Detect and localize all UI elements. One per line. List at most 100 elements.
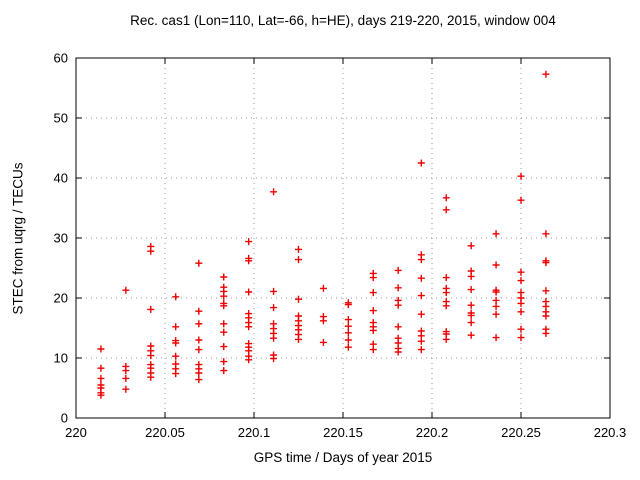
data-point-plus bbox=[270, 334, 278, 342]
data-point-plus bbox=[220, 292, 228, 300]
data-point-plus bbox=[319, 284, 327, 292]
x-tick-label: 220.2 bbox=[416, 425, 449, 440]
x-tick-label: 220.15 bbox=[323, 425, 363, 440]
data-point-plus bbox=[517, 277, 525, 285]
data-point-plus bbox=[245, 323, 253, 331]
data-point-plus bbox=[492, 310, 500, 318]
data-point-plus bbox=[122, 286, 130, 294]
data-point-plus bbox=[195, 369, 203, 377]
data-point-plus bbox=[369, 289, 377, 297]
data-point-plus bbox=[220, 302, 228, 310]
data-point-plus bbox=[442, 302, 450, 310]
data-point-plus bbox=[319, 317, 327, 325]
data-point-plus bbox=[517, 334, 525, 342]
x-axis-label: GPS time / Days of year 2015 bbox=[253, 450, 433, 465]
data-point-plus bbox=[195, 307, 203, 315]
data-point-plus bbox=[492, 302, 500, 310]
data-point-plus bbox=[417, 346, 425, 354]
data-point-plus bbox=[369, 326, 377, 334]
data-point-plus bbox=[344, 329, 352, 337]
y-tick-label: 30 bbox=[54, 231, 68, 246]
data-point-plus bbox=[517, 308, 525, 316]
y-tick-label: 60 bbox=[54, 51, 68, 66]
data-point-plus bbox=[122, 374, 130, 382]
data-point-plus bbox=[369, 274, 377, 282]
data-point-plus bbox=[492, 296, 500, 304]
x-tick-label: 220.05 bbox=[145, 425, 185, 440]
data-point-plus bbox=[319, 338, 327, 346]
data-point-plus bbox=[147, 352, 155, 360]
data-point-plus bbox=[394, 323, 402, 331]
data-point-plus bbox=[492, 334, 500, 342]
data-point-plus bbox=[467, 319, 475, 327]
data-point-plus bbox=[147, 305, 155, 313]
data-point-plus bbox=[417, 292, 425, 300]
data-point-plus bbox=[97, 374, 105, 382]
data-point-plus bbox=[417, 274, 425, 282]
data-point-plus bbox=[542, 230, 550, 238]
data-point-plus bbox=[467, 286, 475, 294]
data-point-plus bbox=[270, 188, 278, 196]
data-point-plus bbox=[295, 245, 302, 253]
data-point-plus bbox=[245, 238, 253, 246]
data-point-plus bbox=[467, 272, 475, 280]
data-point-plus bbox=[517, 172, 525, 180]
data-point-plus bbox=[245, 257, 253, 265]
y-tick-label: 50 bbox=[54, 111, 68, 126]
data-point-plus bbox=[344, 322, 352, 330]
data-point-plus bbox=[220, 367, 228, 375]
data-point-plus bbox=[220, 343, 228, 351]
data-point-plus bbox=[394, 284, 402, 292]
data-point-plus bbox=[172, 293, 180, 301]
data-point-plus bbox=[442, 335, 450, 343]
data-point-plus bbox=[369, 346, 377, 354]
data-point-plus bbox=[195, 376, 203, 384]
x-tick-label: 220 bbox=[65, 425, 87, 440]
chart-title: Rec. cas1 (Lon=110, Lat=-66, h=HE), days… bbox=[130, 13, 556, 28]
y-tick-label: 20 bbox=[54, 291, 68, 306]
data-point-plus bbox=[344, 301, 352, 309]
data-point-plus bbox=[467, 331, 475, 339]
data-point-plus bbox=[295, 295, 302, 303]
data-point-plus bbox=[220, 273, 228, 281]
data-point-plus bbox=[344, 316, 352, 324]
data-point-plus bbox=[542, 329, 550, 337]
data-point-plus bbox=[542, 259, 550, 267]
data-point-plus bbox=[467, 242, 475, 250]
data-point-plus bbox=[442, 289, 450, 297]
x-tick-label: 220.25 bbox=[501, 425, 541, 440]
data-point-plus bbox=[220, 320, 228, 328]
data-point-plus bbox=[172, 352, 180, 360]
data-point-plus bbox=[122, 385, 130, 393]
data-point-plus bbox=[442, 194, 450, 202]
x-tick-label: 220.3 bbox=[594, 425, 627, 440]
data-point-plus bbox=[394, 348, 402, 356]
x-tick-label: 220.1 bbox=[238, 425, 271, 440]
y-tick-label: 40 bbox=[54, 171, 68, 186]
data-point-plus bbox=[97, 391, 105, 399]
data-point-plus bbox=[220, 328, 228, 336]
data-point-plus bbox=[172, 323, 180, 331]
data-point-plus bbox=[172, 339, 180, 347]
data-point-plus bbox=[172, 370, 180, 378]
data-point-plus bbox=[417, 159, 425, 167]
data-point-plus bbox=[147, 373, 155, 381]
data-point-plus bbox=[97, 345, 105, 353]
data-point-plus bbox=[417, 337, 425, 345]
data-point-plus bbox=[97, 364, 105, 372]
data-point-plus bbox=[517, 299, 525, 307]
data-point-plus bbox=[517, 268, 525, 276]
data-point-plus bbox=[492, 288, 500, 296]
data-point-plus bbox=[517, 325, 525, 333]
data-point-plus bbox=[417, 256, 425, 264]
data-point-plus bbox=[417, 310, 425, 318]
data-point-plus bbox=[245, 288, 253, 296]
data-point-plus bbox=[147, 247, 155, 255]
data-point-plus bbox=[245, 356, 253, 364]
data-point-plus bbox=[195, 320, 203, 328]
data-point-plus bbox=[369, 307, 377, 315]
y-tick-label: 10 bbox=[54, 351, 68, 366]
data-point-plus bbox=[270, 287, 278, 295]
